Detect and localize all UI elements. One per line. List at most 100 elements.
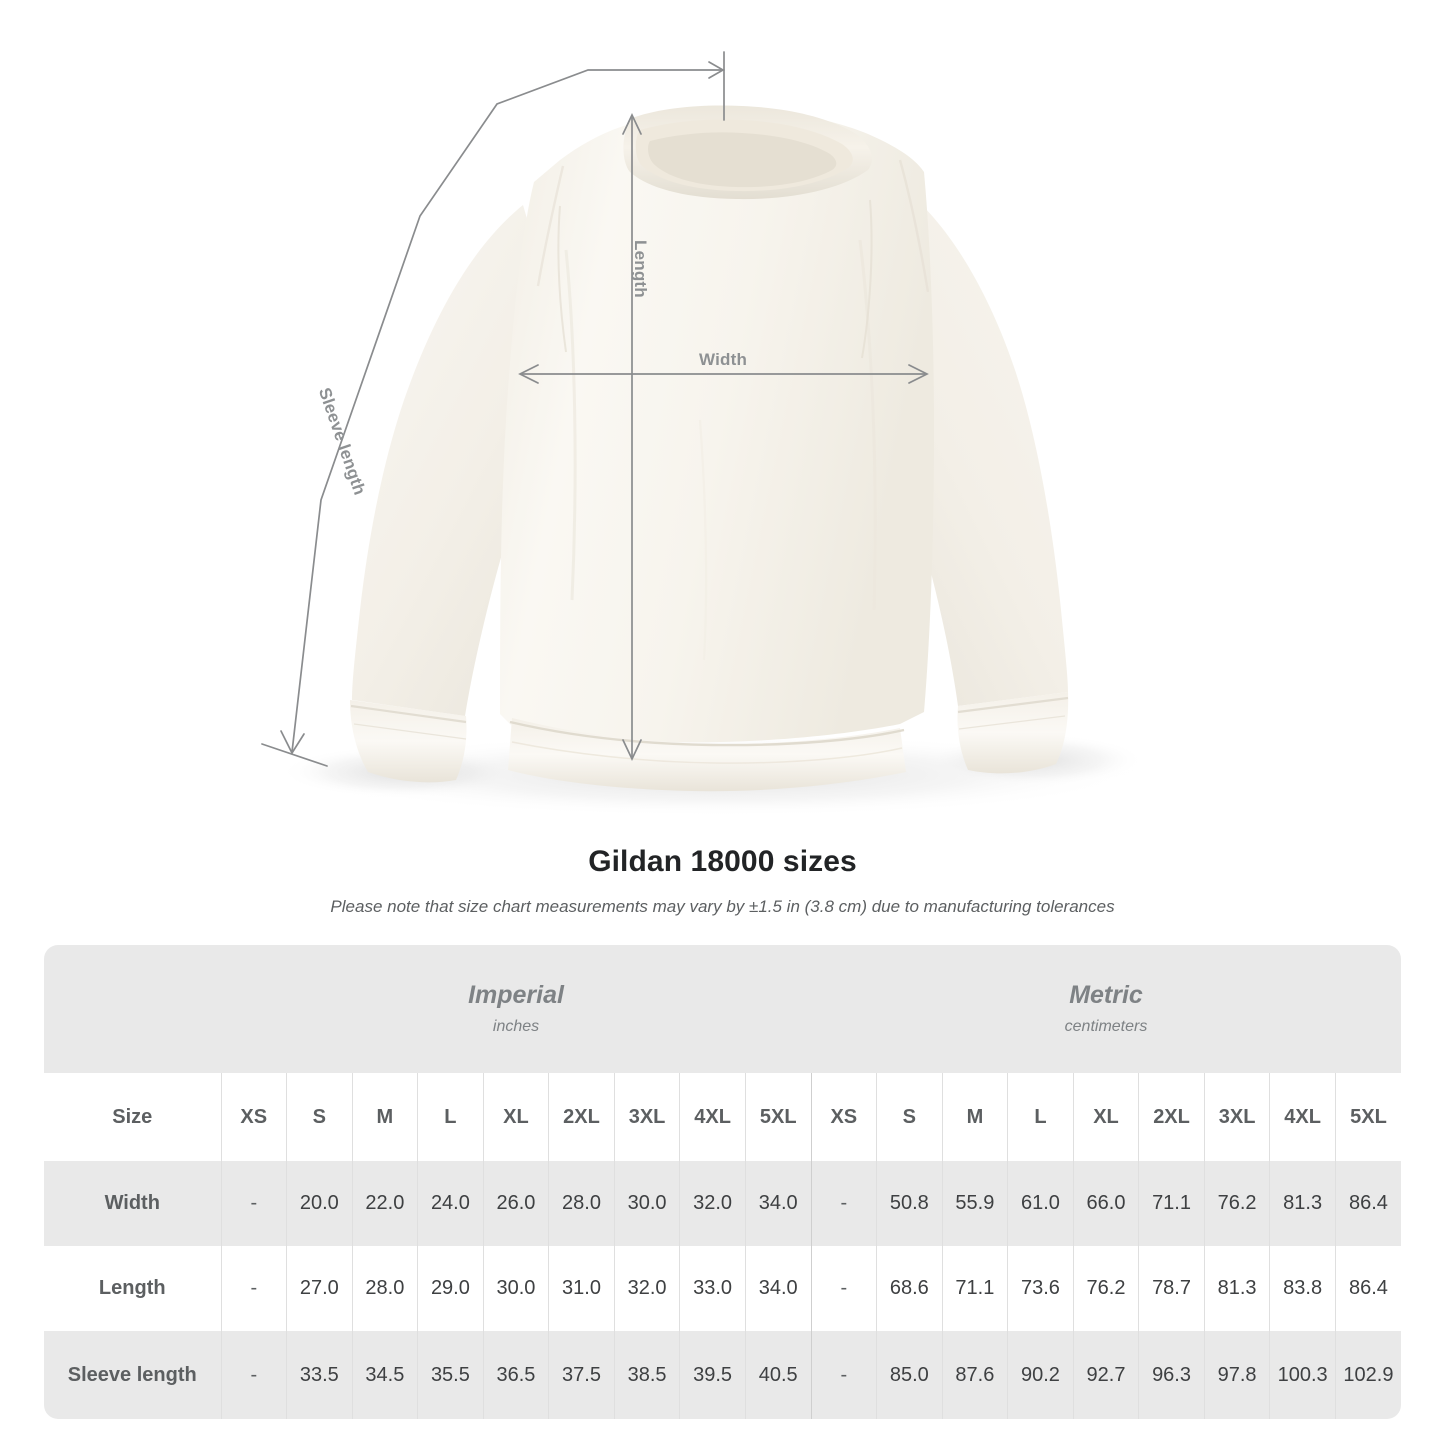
cell-width-metric-m: 55.9 — [941, 1161, 1008, 1246]
column-header-metric-4xl: 4XL — [1269, 1073, 1336, 1161]
unit-band-row: Imperial inches Metric centimeters — [44, 945, 1401, 1073]
table-row-sleeve-length: Sleeve length -33.5 34.5 35.5 36.5 37.5 38.5 39… — [44, 1331, 1401, 1419]
column-header-metric-3xl: 3XL — [1203, 1073, 1270, 1161]
cell-width-metric-3xl: 76.2 — [1203, 1161, 1270, 1246]
sleeve-arrow-head-top — [708, 61, 725, 79]
cell-width-metric-xl: 66.0 — [1072, 1161, 1139, 1246]
cell-length-imperial-2xl: 31.0 — [548, 1246, 615, 1331]
unit-band-spacer — [44, 945, 221, 1073]
cell-width-imperial-l: 24.0 — [417, 1161, 484, 1246]
unit-group-metric: Metric centimeters — [811, 945, 1401, 1073]
column-header-imperial-4xl: 4XL — [679, 1073, 746, 1161]
cell-width-metric-l: 61.0 — [1007, 1161, 1074, 1246]
measurement-lines — [261, 51, 929, 767]
size-header-row: Size XS S M L XL 2XL 3XL 4XL 5XL XS S M L XL 2XL 3XL 4XL 5… — [44, 1073, 1401, 1161]
sleeve-tick-bottom — [261, 743, 328, 767]
column-header-metric-5xl: 5XL — [1334, 1073, 1401, 1161]
cell-sleeve-length-metric-s: 85.0 — [876, 1331, 943, 1419]
sleeve-arrow-head-bottom — [280, 730, 305, 755]
cell-sleeve-length-metric-l: 90.2 — [1007, 1331, 1074, 1419]
row-label-width: Width — [44, 1161, 221, 1246]
cell-sleeve-length-imperial-3xl: 38.5 — [613, 1331, 680, 1419]
cell-sleeve-length-imperial-2xl: 37.5 — [548, 1331, 615, 1419]
cell-sleeve-length-imperial-4xl: 39.5 — [679, 1331, 746, 1419]
cell-sleeve-length-metric-4xl: 100.3 — [1269, 1331, 1336, 1419]
row-label-length: Length — [44, 1246, 221, 1331]
cell-length-metric-m: 71.1 — [941, 1246, 1008, 1331]
cell-sleeve-length-metric-5xl: 102.9 — [1334, 1331, 1401, 1419]
cell-sleeve-length-metric-2xl: 96.3 — [1138, 1331, 1205, 1419]
cell-width-metric-s: 50.8 — [876, 1161, 943, 1246]
unit-metric-sub: centimeters — [1064, 1018, 1148, 1036]
column-header-imperial-l: L — [417, 1073, 484, 1161]
length-arrow-head-bottom — [622, 739, 642, 761]
table-row-length: Length -27.0 28.0 29.0 30.0 31.0 32.0 33.0 34.0-… — [44, 1246, 1401, 1331]
column-header-size: Size — [44, 1073, 221, 1161]
sweatshirt-illustration — [280, 105, 1145, 817]
cell-length-metric-xl: 76.2 — [1072, 1246, 1139, 1331]
cell-width-metric-5xl: 86.4 — [1334, 1161, 1401, 1246]
unit-imperial-sub: inches — [492, 1018, 540, 1036]
cell-length-metric-s: 68.6 — [876, 1246, 943, 1331]
table-row-width: Width -20.0 22.0 24.0 26.0 28.0 30.0 32.0 34.0-5… — [44, 1161, 1401, 1246]
cell-length-metric-3xl: 81.3 — [1203, 1246, 1270, 1331]
column-header-imperial-m: M — [351, 1073, 418, 1161]
cell-length-metric-xs: - — [810, 1246, 877, 1331]
cell-width-imperial-5xl: 34.0 — [744, 1161, 812, 1246]
cell-length-metric-4xl: 83.8 — [1269, 1246, 1336, 1331]
column-header-imperial-5xl: 5XL — [744, 1073, 812, 1161]
tolerance-note: Please note that size chart measurements… — [330, 897, 1115, 916]
cell-length-metric-l: 73.6 — [1007, 1246, 1074, 1331]
column-header-imperial-xl: XL — [482, 1073, 549, 1161]
cell-width-imperial-4xl: 32.0 — [679, 1161, 746, 1246]
column-header-metric-xl: XL — [1072, 1073, 1139, 1161]
size-chart-table: Imperial inches Metric centimeters Size X… — [44, 945, 1401, 1419]
cell-length-imperial-xl: 30.0 — [482, 1246, 549, 1331]
column-header-imperial-xs: XS — [220, 1073, 287, 1161]
cell-sleeve-length-imperial-l: 35.5 — [417, 1331, 484, 1419]
column-header-metric-xs: XS — [810, 1073, 877, 1161]
cell-length-metric-5xl: 86.4 — [1334, 1246, 1401, 1331]
cell-width-metric-4xl: 81.3 — [1269, 1161, 1336, 1246]
cell-length-imperial-5xl: 34.0 — [744, 1246, 812, 1331]
garment-diagram: Length Width Sleeve length — [261, 51, 1145, 817]
column-header-metric-m: M — [941, 1073, 1008, 1161]
cell-sleeve-length-metric-xl: 92.7 — [1072, 1331, 1139, 1419]
sleeve-length-line — [291, 69, 725, 753]
cell-sleeve-length-metric-m: 87.6 — [941, 1331, 1008, 1419]
cell-length-imperial-m: 28.0 — [351, 1246, 418, 1331]
cell-width-imperial-xl: 26.0 — [482, 1161, 549, 1246]
row-label-sleeve-length: Sleeve length — [44, 1331, 221, 1419]
cell-sleeve-length-imperial-xl: 36.5 — [482, 1331, 549, 1419]
cell-sleeve-length-metric-3xl: 97.8 — [1203, 1331, 1270, 1419]
cell-width-imperial-2xl: 28.0 — [548, 1161, 615, 1246]
cell-sleeve-length-imperial-xs: - — [220, 1331, 287, 1419]
column-header-metric-s: S — [876, 1073, 943, 1161]
cell-length-imperial-3xl: 32.0 — [613, 1246, 680, 1331]
cell-length-imperial-l: 29.0 — [417, 1246, 484, 1331]
cell-sleeve-length-imperial-s: 33.5 — [286, 1331, 353, 1419]
width-label: Width — [699, 350, 748, 369]
cell-width-metric-xs: - — [810, 1161, 877, 1246]
cell-width-imperial-xs: - — [220, 1161, 287, 1246]
column-header-imperial-3xl: 3XL — [613, 1073, 680, 1161]
column-header-imperial-2xl: 2XL — [548, 1073, 615, 1161]
cell-width-metric-2xl: 71.1 — [1138, 1161, 1205, 1246]
length-arrow-head-top — [622, 113, 642, 135]
cell-width-imperial-m: 22.0 — [351, 1161, 418, 1246]
length-label: Length — [631, 240, 650, 298]
size-chart-table-wrapper: Imperial inches Metric centimeters Size X… — [44, 945, 1401, 1419]
cell-length-imperial-s: 27.0 — [286, 1246, 353, 1331]
cell-width-imperial-3xl: 30.0 — [613, 1161, 680, 1246]
unit-imperial-name: Imperial — [468, 980, 564, 1009]
page-title: Gildan 18000 sizes — [588, 845, 857, 878]
unit-metric-name: Metric — [1069, 980, 1143, 1009]
title-block: Gildan 18000 sizes Please note that size… — [0, 845, 1445, 917]
cell-length-imperial-xs: - — [220, 1246, 287, 1331]
cell-sleeve-length-metric-xs: - — [810, 1331, 877, 1419]
cell-length-metric-2xl: 78.7 — [1138, 1246, 1205, 1331]
cell-length-imperial-4xl: 33.0 — [679, 1246, 746, 1331]
cell-sleeve-length-imperial-m: 34.5 — [351, 1331, 418, 1419]
cell-width-imperial-s: 20.0 — [286, 1161, 353, 1246]
cell-sleeve-length-imperial-5xl: 40.5 — [744, 1331, 812, 1419]
